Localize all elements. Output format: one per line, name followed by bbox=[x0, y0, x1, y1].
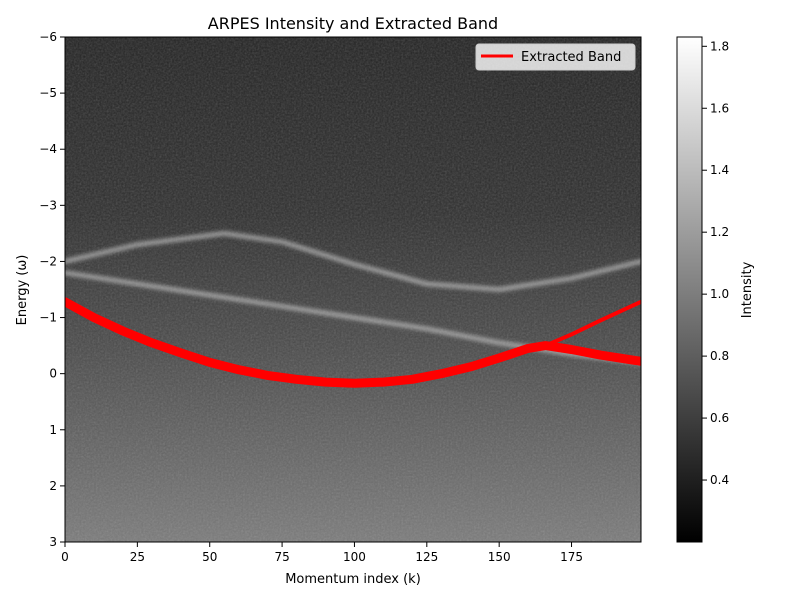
y-tick-label: 2 bbox=[49, 479, 57, 493]
y-tick-label: 1 bbox=[49, 423, 57, 437]
colorbar-tick-label: 1.8 bbox=[710, 39, 729, 53]
x-tick-label: 50 bbox=[202, 550, 217, 564]
y-tick-label: −1 bbox=[39, 311, 57, 325]
x-axis-label: Momentum index (k) bbox=[285, 572, 421, 587]
y-tick-label: −3 bbox=[39, 198, 57, 212]
x-tick-label: 25 bbox=[130, 550, 145, 564]
y-tick-label: −4 bbox=[39, 142, 57, 156]
x-tick-label: 75 bbox=[274, 550, 289, 564]
legend-label-extracted-band: Extracted Band bbox=[521, 50, 621, 65]
chart-title: ARPES Intensity and Extracted Band bbox=[208, 14, 498, 33]
plot-area-frame bbox=[64, 36, 642, 543]
heatmap-image bbox=[65, 37, 641, 542]
y-tick-label: −5 bbox=[39, 86, 57, 100]
y-tick-label: −2 bbox=[39, 254, 57, 268]
bright-band-1 bbox=[65, 231, 641, 292]
legend: Extracted Band bbox=[475, 43, 636, 71]
y-tick-label: −6 bbox=[39, 30, 57, 44]
x-tick-label: 125 bbox=[415, 550, 438, 564]
y-axis-label: Energy (ω) bbox=[15, 255, 30, 326]
colorbar-tick-label: 1.2 bbox=[710, 225, 729, 239]
colorbar: 0.4 0.6 0.8 1.0 1.2 1.4 1.6 1.8 Intensity bbox=[676, 36, 755, 543]
series-line-1 bbox=[65, 297, 641, 388]
colorbar-tick-label: 0.6 bbox=[710, 411, 729, 425]
colorbar-tick-label: 1.4 bbox=[710, 163, 729, 177]
series-line-2 bbox=[543, 299, 641, 348]
x-tick-label: 0 bbox=[61, 550, 69, 564]
colorbar-gradient bbox=[676, 36, 703, 543]
legend-box bbox=[475, 43, 636, 71]
colorbar-tick-label: 0.4 bbox=[710, 473, 729, 487]
colorbar-tick-label: 0.8 bbox=[710, 349, 729, 363]
y-axis: −6 −5 −4 −3 −2 −1 0 1 2 3 bbox=[39, 30, 65, 549]
y-tick-label: 3 bbox=[49, 535, 57, 549]
y-tick-label: 0 bbox=[49, 367, 57, 381]
colorbar-tick-label: 1.6 bbox=[710, 101, 729, 115]
x-tick-label: 150 bbox=[488, 550, 511, 564]
colorbar-tick-label: 1.0 bbox=[710, 287, 729, 301]
x-tick-label: 100 bbox=[343, 550, 366, 564]
x-axis: 0 25 50 75 100 125 150 175 bbox=[61, 542, 583, 564]
x-tick-label: 175 bbox=[560, 550, 583, 564]
colorbar-label: Intensity bbox=[740, 261, 755, 318]
